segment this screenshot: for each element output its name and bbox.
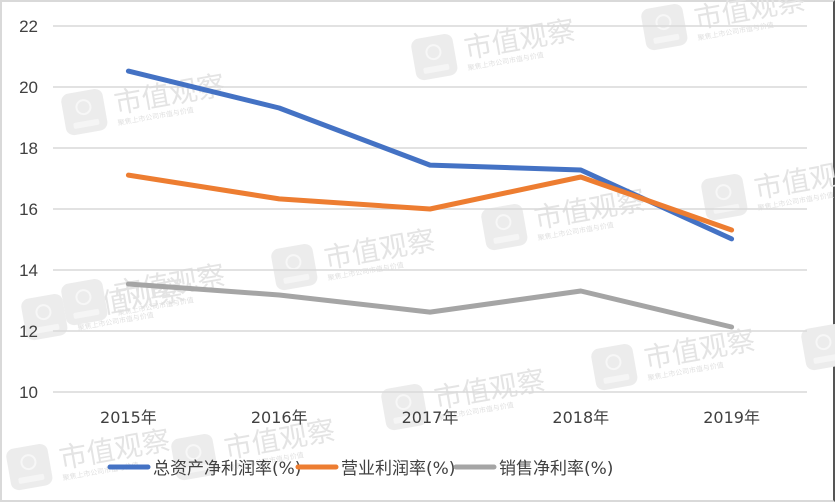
y-tick-label: 14 (19, 261, 38, 280)
x-tick-label: 2015年 (100, 408, 157, 427)
x-axis-labels: 2015年 2016年 2017年 2018年 2019年 (100, 408, 760, 427)
series-line-1 (125, 172, 735, 233)
x-tick-label: 2016年 (251, 408, 308, 427)
x-tick-label: 2018年 (552, 408, 609, 427)
data-series (125, 68, 735, 330)
y-tick-label: 22 (19, 17, 38, 36)
y-tick-label: 20 (19, 78, 38, 97)
y-tick-label: 16 (19, 200, 38, 219)
series-line-2 (125, 281, 735, 330)
legend-item-0: 总资产净利润率(%) (107, 459, 301, 479)
legend-item-1: 营业利润率(%) (295, 459, 455, 479)
legend-item-2: 销售净利率(%) (453, 459, 613, 479)
legend-label: 总资产净利润率(%) (153, 459, 301, 479)
legend: 总资产净利润率(%) 营业利润率(%) 销售净利率(%) (107, 459, 613, 479)
legend-label: 销售净利率(%) (499, 459, 613, 479)
x-tick-label: 2017年 (402, 408, 459, 427)
y-axis-labels: 10 12 14 16 18 20 22 (19, 17, 38, 402)
y-tick-label: 12 (19, 322, 38, 341)
legend-label: 营业利润率(%) (341, 459, 455, 479)
y-tick-label: 10 (19, 383, 38, 402)
x-tick-label: 2019年 (703, 408, 760, 427)
y-tick-label: 18 (19, 139, 38, 158)
